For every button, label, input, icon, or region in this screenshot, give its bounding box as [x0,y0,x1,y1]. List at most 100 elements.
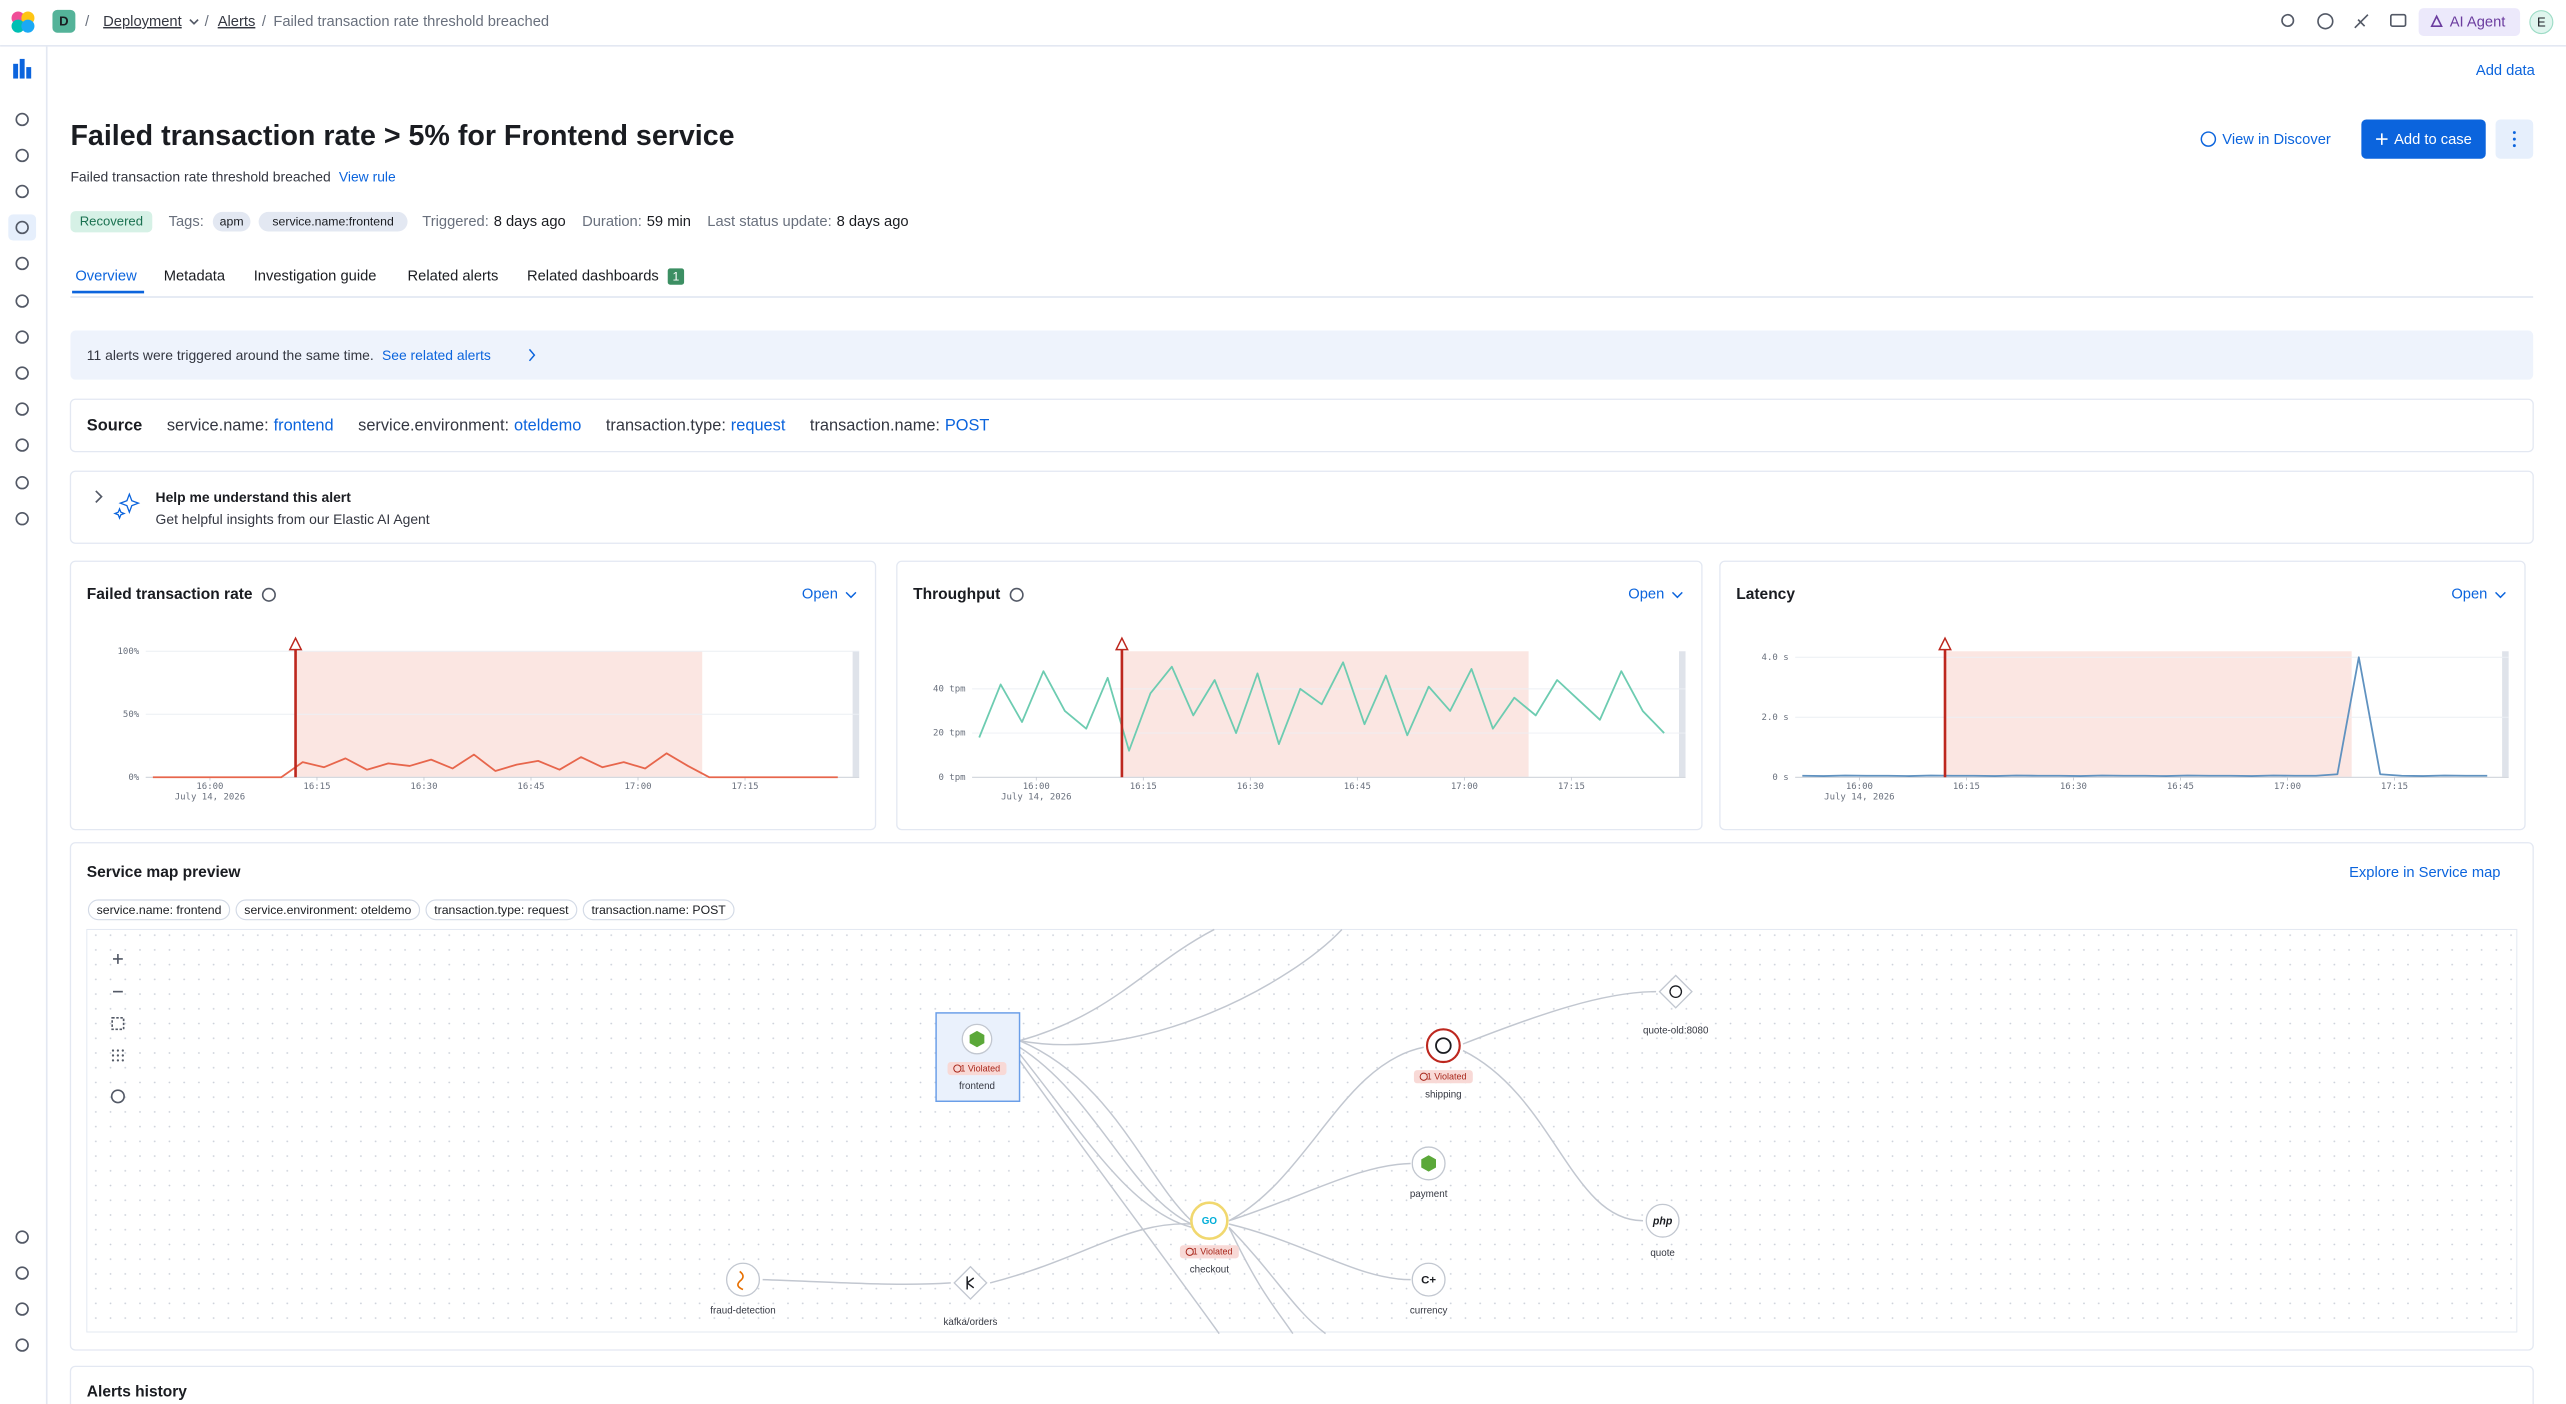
nav-icon[interactable] [15,330,29,344]
field-value[interactable]: frontend [274,417,334,435]
layout-grid[interactable] [111,1049,124,1062]
edge [1019,928,1343,1046]
nav-icon[interactable] [15,512,29,526]
ai-agent-button[interactable] [2418,8,2521,36]
nav-icon[interactable] [15,1338,29,1352]
nav-icon[interactable] [15,1266,29,1280]
node-label: quote-old:8080 [1643,1026,1709,1037]
status-label: Recovered [80,214,143,229]
map-nodes: GO C+ php [725,974,1693,1301]
violation-label: 1 Violated [1427,1072,1467,1082]
tab[interactable]: Metadata [164,268,226,284]
nav-icon[interactable] [15,112,29,127]
nav-icon[interactable] [19,58,25,79]
violation-icon [953,1064,962,1073]
nav-icon[interactable] [15,148,29,163]
node-icon [737,1270,744,1291]
nav-icon[interactable] [15,438,29,452]
x-tick-label: 17:15 [2381,782,2408,792]
search-icon[interactable] [2281,13,2295,28]
field-value[interactable]: request [731,417,786,435]
ai-agent-icon [2430,14,2443,27]
nav-icon[interactable] [15,256,29,271]
breadcrumb[interactable]: Deployment [103,14,182,30]
elastic-logo[interactable] [11,11,35,33]
open-link[interactable]: Open [2451,587,2487,603]
edge [1228,1162,1411,1222]
expand-chevron[interactable] [95,490,103,503]
service-node[interactable] [725,1262,761,1297]
alert-shade [1121,651,1529,778]
nav-icon[interactable] [26,67,32,79]
source-label: Source [87,417,142,435]
chevron-right [528,348,536,362]
node-label: payment [1410,1189,1448,1200]
service-node[interactable] [1645,1203,1680,1238]
filter-label: transaction.type: request [434,903,569,917]
alerts-history-title: Alerts history [87,1384,187,1401]
alert-marker-head [1114,636,1129,651]
add-to-case-button[interactable] [2361,119,2486,159]
map-help[interactable] [110,1089,125,1104]
map-edges [762,928,1657,1335]
edge [989,1223,1192,1284]
y-tick-label: 40 tpm [933,684,966,694]
nav-icon[interactable] [15,184,29,199]
tab[interactable]: Related alerts [408,268,499,284]
breadcrumb[interactable]: Alerts [218,14,256,30]
x-tick-label: 17:00 [2274,782,2301,792]
external-node[interactable] [953,1265,988,1301]
nav-icon[interactable] [13,63,19,79]
see-related-alerts[interactable]: See related alerts [382,347,491,363]
meta-label: Duration: [582,214,642,230]
view-rule-link[interactable]: View rule [339,168,396,184]
info-icon[interactable] [261,587,276,602]
tab[interactable]: Related dashboards [527,268,659,284]
service-node[interactable] [1425,1028,1461,1064]
info-icon[interactable] [1009,587,1024,602]
node-icon: C+ [1421,1274,1436,1286]
open-link[interactable]: Open [802,587,838,603]
series-line [152,752,838,779]
ai-insight-panel[interactable] [69,470,2534,544]
nav-icon[interactable] [15,1302,29,1316]
field-value[interactable]: oteldemo [514,417,581,435]
nav-icon[interactable] [15,294,29,308]
view-in-discover[interactable]: View in Discover [2222,132,2331,148]
external-node[interactable] [1658,974,1693,1009]
map-canvas[interactable] [86,928,2518,1333]
tab-active[interactable]: Overview [75,268,137,284]
nav-icon[interactable] [15,402,29,416]
workspace-badge[interactable] [52,9,76,33]
chat-icon[interactable] [2390,13,2407,28]
filter-label: service.name: frontend [97,903,222,917]
alert-marker-head [288,636,303,651]
feedback-icon[interactable] [2354,14,2369,29]
nav-icon[interactable] [15,476,29,490]
callout-message: 11 alerts were triggered around the same… [87,347,374,363]
node-label: currency [1410,1305,1448,1316]
alerts-history-panel [69,1365,2534,1404]
nav-icon[interactable] [15,1230,29,1244]
fit-view[interactable] [111,1017,125,1031]
tag: apm [220,214,244,228]
field-value[interactable]: POST [945,417,990,435]
subtitle-text: Failed transaction rate threshold breach… [70,168,330,184]
zoom-in[interactable] [112,954,123,964]
violation-label: 1 Violated [1193,1247,1233,1257]
add-data-link[interactable]: Add data [2476,63,2536,79]
breadcrumb-separator: / [85,14,90,30]
explore-service-map[interactable]: Explore in Service map [2349,865,2500,881]
service-node[interactable] [1190,1201,1229,1241]
nav-icon[interactable] [15,220,29,235]
edge [1228,1226,1294,1335]
tab[interactable]: Investigation guide [254,268,377,284]
open-link[interactable]: Open [1628,587,1664,603]
user-avatar[interactable] [2529,10,2554,35]
service-node[interactable] [1411,1262,1446,1297]
nav-icon[interactable] [15,366,29,380]
y-tick-label: 50% [123,710,140,720]
help-icon[interactable] [2317,13,2334,30]
x-tick-label: 16:00 [196,782,223,792]
